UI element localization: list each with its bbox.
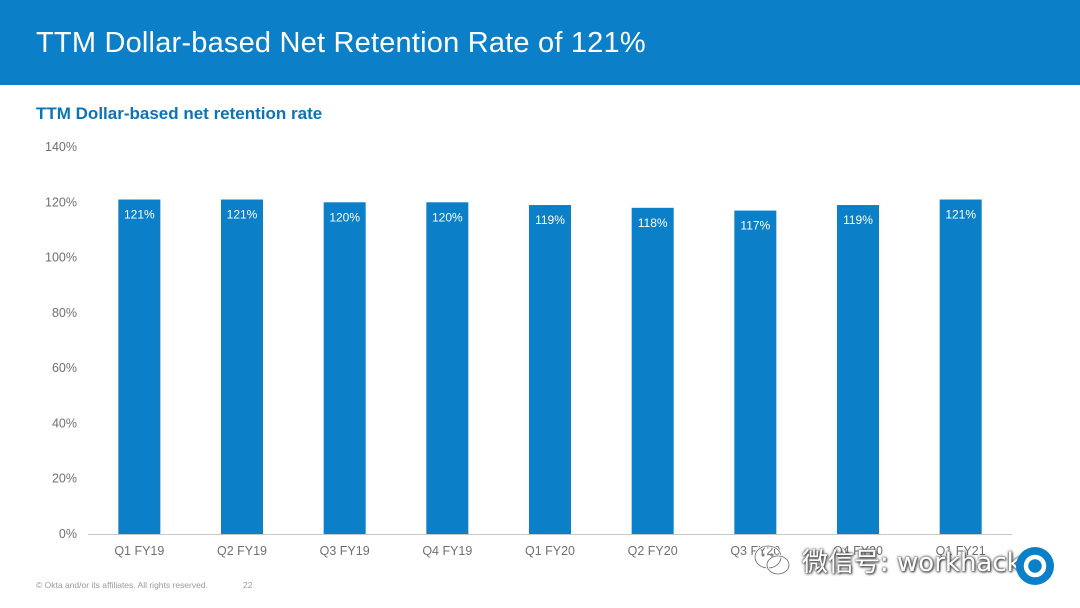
bar-value-label: 120% — [432, 210, 463, 224]
x-tick-label: Q3 FY20 — [730, 544, 780, 558]
x-tick-label: Q1 FY20 — [525, 544, 575, 558]
chart-title: TTM Dollar-based net retention rate — [36, 104, 323, 123]
y-tick-label: 120% — [45, 195, 77, 209]
bar — [426, 202, 469, 535]
watermark-text: 微信号: workhacker — [802, 547, 1048, 578]
x-tick-label: Q3 FY19 — [320, 544, 370, 558]
y-tick-label: 140% — [45, 140, 77, 154]
x-tick-label: Q2 FY20 — [628, 544, 678, 558]
bar-value-label: 121% — [945, 208, 976, 222]
bar — [221, 199, 263, 534]
watermark: 微信号: workhacker — [752, 540, 1047, 580]
bar-value-label: 120% — [329, 210, 360, 224]
page-number: 22 — [243, 580, 253, 590]
wechat-icon — [753, 544, 791, 576]
copyright-text: © Okta and/or its affiliates. All rights… — [36, 580, 208, 590]
y-tick-label: 0% — [59, 527, 77, 541]
bar-value-label: 121% — [124, 208, 155, 222]
bar — [734, 210, 777, 535]
bar-value-label: 119% — [535, 213, 565, 227]
bar-value-label: 121% — [227, 208, 258, 222]
y-tick-label: 40% — [52, 416, 77, 430]
x-tick-label: Q4 FY20 — [833, 544, 883, 558]
y-tick-label: 20% — [52, 472, 77, 486]
y-tick-label: 80% — [52, 306, 77, 320]
bar — [837, 205, 879, 535]
x-tick-label: Q2 FY19 — [217, 544, 267, 558]
bar — [939, 199, 982, 534]
bar — [118, 199, 161, 534]
bars: 121% 121% 120% 120% 119% 118% 117% 119% 121% — [118, 199, 982, 535]
bar-value-label: 117% — [740, 219, 770, 233]
y-tick-label: 60% — [52, 361, 77, 375]
bar-value-label: 119% — [843, 213, 873, 227]
bar — [529, 205, 571, 535]
bar-value-label: 118% — [638, 216, 668, 230]
x-tick-label: Q4 FY19 — [422, 544, 472, 558]
page-title: TTM Dollar-based Net Retention Rate of 1… — [36, 27, 646, 59]
okta-logo-icon — [1016, 547, 1054, 585]
y-axis: 0% 20% 40% 60% 80% 100% 120% 140% — [45, 140, 77, 541]
bar — [323, 202, 366, 535]
header-bar: TTM Dollar-based Net Retention Rate of 1… — [0, 0, 1080, 85]
x-axis: Q1 FY19 Q2 FY19 Q3 FY19 Q4 FY19 Q1 FY20 Q2 FY… — [88, 534, 1012, 558]
x-tick-label: Q1 FY21 — [936, 544, 986, 558]
x-tick-label: Q1 FY19 — [114, 544, 164, 558]
y-tick-label: 100% — [45, 251, 77, 265]
bar — [631, 207, 674, 535]
